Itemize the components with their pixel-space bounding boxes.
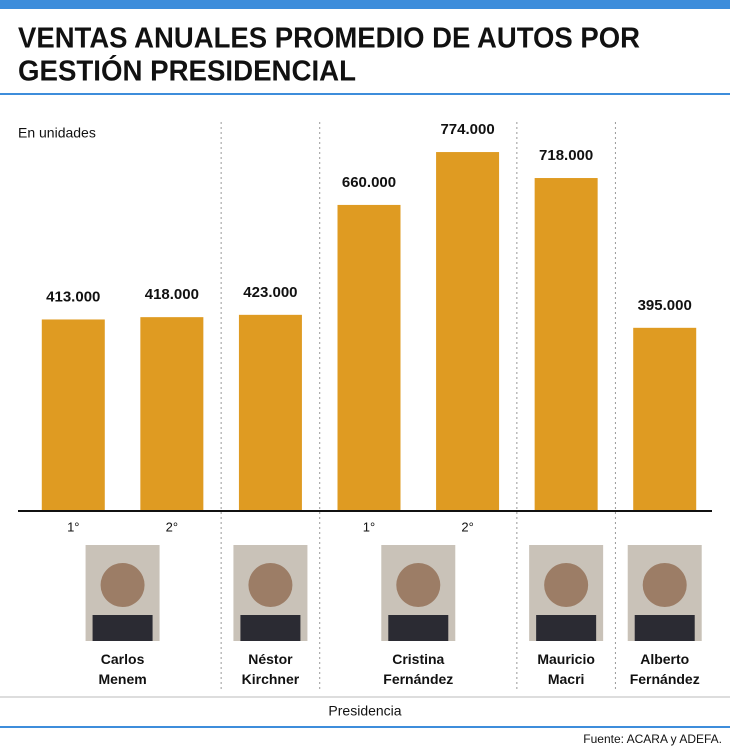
value-label: 395.000 (638, 297, 692, 314)
bar (238, 314, 302, 511)
chart-title: VENTAS ANUALES PROMEDIO DE AUTOS POR (18, 23, 640, 55)
bar (436, 152, 500, 511)
group-label-line: Cristina (392, 651, 444, 667)
value-label: 660.000 (342, 174, 396, 191)
group-label-line: Alberto (640, 651, 689, 667)
photo-suit (240, 615, 301, 641)
photo-face (544, 563, 589, 607)
value-label: 423.000 (243, 284, 297, 301)
subtitle: En unidades (18, 125, 96, 141)
photo-suit (92, 615, 153, 641)
x-tick-label: 1° (67, 519, 79, 534)
bar (140, 317, 204, 511)
top-bar (0, 0, 730, 9)
value-label: 718.000 (539, 147, 593, 164)
x-tick-label: 2° (461, 519, 473, 534)
group-label: Carlos Menem (98, 651, 146, 687)
x-axis-label: Presidencia (328, 703, 401, 719)
bar (337, 204, 401, 512)
photo-suit (388, 615, 449, 641)
group-label-line: Macri (548, 671, 585, 687)
chart-title: GESTIÓN PRESIDENCIAL (18, 54, 356, 88)
photo-face (248, 563, 293, 607)
bar (41, 319, 105, 511)
group-label-line: Menem (98, 671, 146, 687)
value-label: 413.000 (46, 288, 100, 305)
group-label-line: Kirchner (242, 671, 300, 687)
photo-face (100, 563, 145, 607)
group-label-line: Carlos (101, 651, 145, 667)
group-label: Mauricio Macri (537, 651, 595, 687)
group-label-line: Néstor (248, 651, 293, 667)
photo-face (642, 563, 687, 607)
photo-face (396, 563, 441, 607)
x-tick-label: 2° (166, 519, 178, 534)
value-label: 774.000 (440, 121, 494, 138)
bar (534, 178, 598, 511)
photo-suit (634, 615, 695, 641)
group-label-line: Fernández (630, 671, 700, 687)
value-label: 418.000 (145, 286, 199, 303)
bar (633, 327, 697, 511)
group-label: Néstor Kirchner (242, 651, 300, 687)
x-tick-label: 1° (363, 519, 375, 534)
source: Fuente: ACARA y ADEFA. (583, 732, 722, 746)
group-label: Alberto Fernández (630, 651, 700, 687)
photo-suit (536, 615, 597, 641)
group-label-line: Mauricio (537, 651, 595, 667)
group-label-line: Fernández (383, 671, 453, 687)
group-label: Cristina Fernández (383, 651, 453, 687)
